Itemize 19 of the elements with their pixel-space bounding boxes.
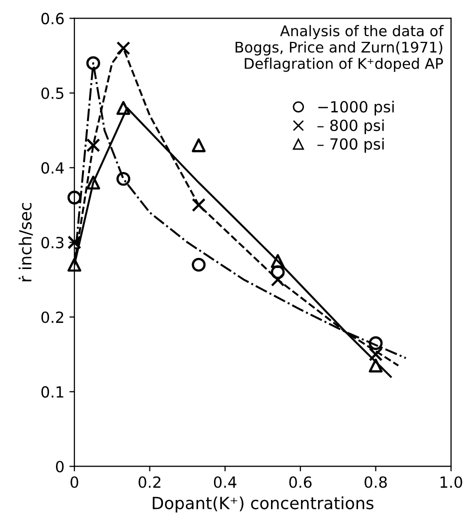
x-tick-label: 1.0 — [440, 476, 462, 488]
y-tick-label: 0.1 — [41, 386, 64, 398]
x-tick-label: 0.8 — [364, 476, 387, 488]
x-axis-title: Dopant(K⁺) concentrations — [152, 496, 374, 513]
legend-label: – 700 psi — [317, 138, 384, 153]
x-tick-label: 0.6 — [289, 476, 312, 488]
y-tick-label: 0.3 — [41, 236, 64, 248]
annotation: Analysis of the data of Boggs, Price and Zurn(1971) Deflagration of K⁺doped AP — [236, 25, 444, 72]
y-tick-label: 0.2 — [41, 311, 64, 324]
y-tick-label: 0.5 — [41, 87, 64, 100]
y-axis-title: ṙ inch/sec — [18, 202, 33, 282]
legend-label: −1000 psi — [318, 100, 394, 116]
x-tick-label: 0.2 — [138, 476, 160, 488]
x-tick-label: 0.4 — [214, 476, 236, 488]
y-tick-label: 0 — [56, 460, 64, 472]
legend-label: – 800 psi — [317, 119, 384, 134]
y-tick-label: 0.4 — [41, 162, 64, 174]
y-tick-label: 0.6 — [41, 12, 64, 24]
x-tick-label: 0 — [70, 476, 78, 488]
